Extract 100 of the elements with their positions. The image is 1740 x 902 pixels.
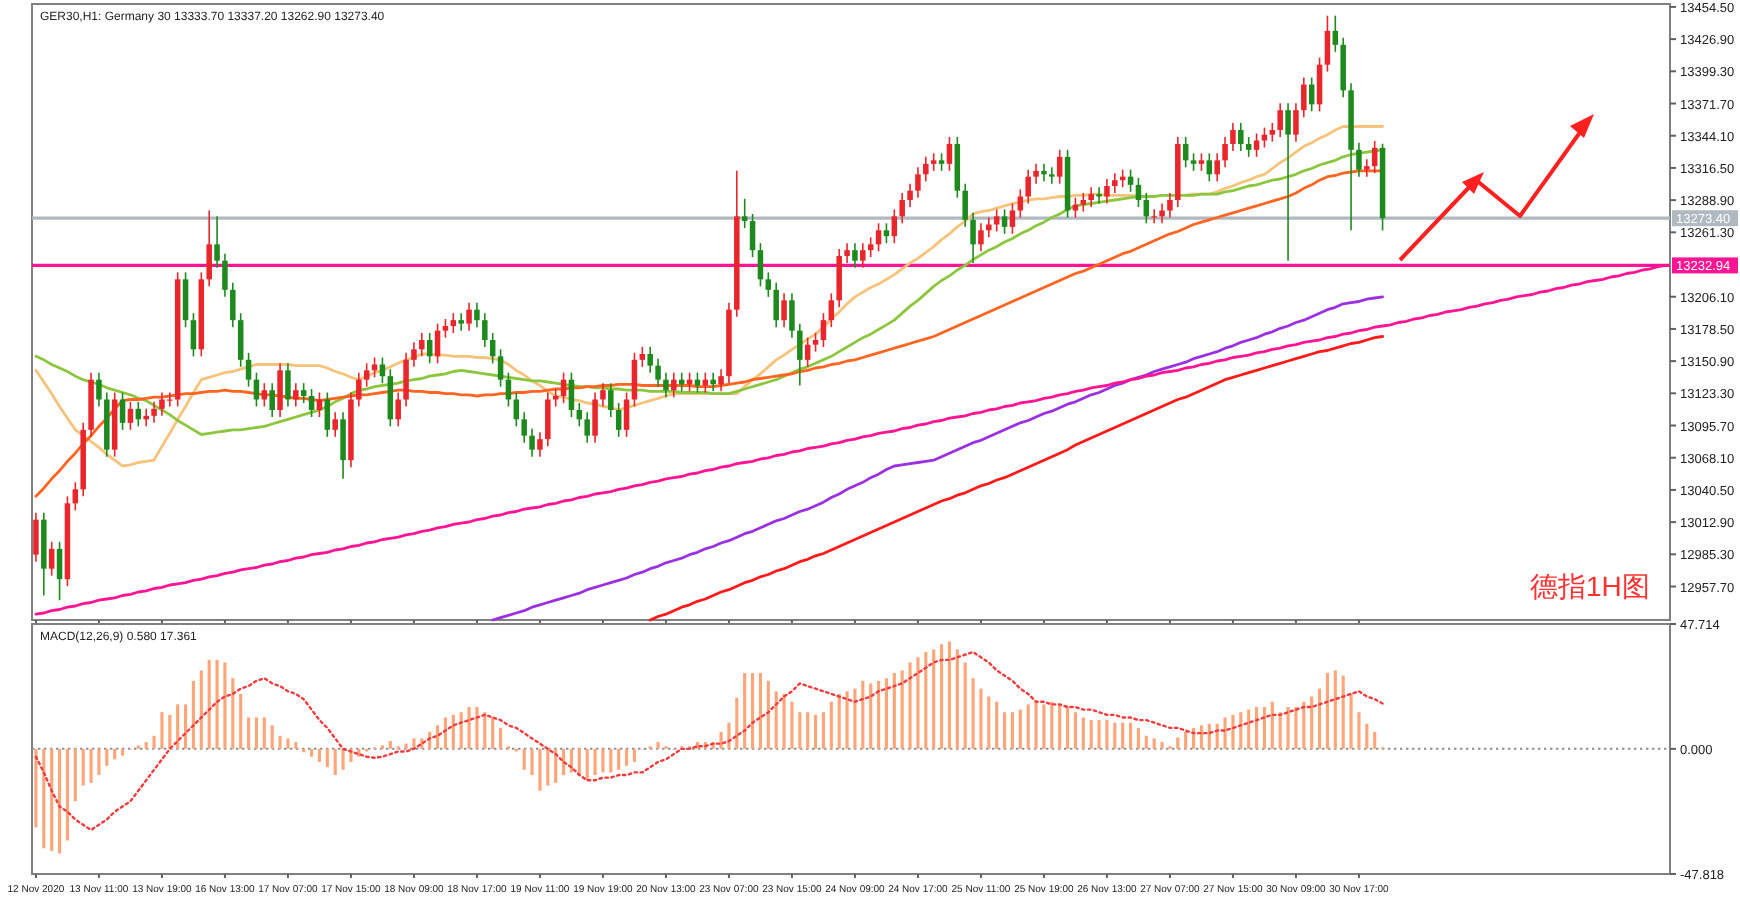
candlestick [694, 371, 701, 394]
candlestick [222, 252, 228, 298]
candlestick [505, 371, 512, 408]
candlestick [592, 391, 598, 444]
candlestick [363, 362, 370, 388]
candlestick [56, 541, 63, 601]
candlestick [300, 382, 307, 404]
candlestick [1088, 186, 1094, 208]
candlestick [230, 282, 236, 328]
candlestick [986, 216, 992, 239]
candlestick [907, 182, 913, 208]
candlestick [293, 382, 299, 408]
candlestick [1214, 152, 1220, 183]
candlestick [190, 312, 197, 358]
candlestick [757, 242, 764, 288]
candlestick [1277, 102, 1283, 138]
candlestick [812, 332, 819, 353]
candlestick [332, 411, 338, 438]
candlestick [639, 346, 646, 368]
candlestick [1285, 102, 1291, 262]
candlestick [1293, 102, 1299, 143]
candlestick [1080, 192, 1087, 213]
candlestick [127, 401, 134, 431]
candlestick [545, 391, 551, 447]
candlestick [584, 411, 590, 444]
candlestick [1364, 158, 1370, 178]
candlestick [340, 411, 346, 480]
candlestick [1324, 14, 1331, 73]
candlestick [537, 431, 543, 458]
candlestick [1001, 208, 1008, 235]
candlestick [978, 222, 984, 253]
candlestick [891, 208, 898, 244]
candlestick [1332, 14, 1339, 53]
candlestick [277, 362, 283, 418]
candlestick [1159, 202, 1165, 225]
candlestick [1238, 122, 1244, 152]
line-series [491, 295, 1384, 622]
candlestick [718, 368, 724, 393]
candlestick [749, 213, 756, 258]
candlestick [568, 371, 575, 418]
candlestick [797, 322, 803, 387]
candlestick [1033, 163, 1039, 185]
candlestick [458, 312, 464, 332]
candlestick [1222, 136, 1228, 169]
candlestick [387, 368, 394, 428]
candlestick [1167, 192, 1173, 219]
candlestick [1269, 122, 1276, 143]
candlestick [96, 371, 102, 408]
candlestick [356, 371, 362, 408]
candlestick [741, 198, 748, 229]
candlestick [608, 382, 614, 418]
candlestick [663, 371, 669, 398]
candlestick [789, 292, 795, 339]
candlestick [482, 312, 488, 348]
candlestick [1151, 208, 1157, 225]
candlestick [1049, 166, 1055, 185]
candlestick [615, 402, 622, 438]
candlestick [72, 481, 79, 512]
candlestick [1112, 172, 1118, 194]
candlestick [1056, 149, 1063, 185]
candlestick [820, 312, 827, 348]
candlestick [828, 292, 835, 328]
candlestick [308, 388, 315, 418]
line-series [648, 335, 1384, 622]
candlestick [521, 411, 527, 444]
candlestick [442, 318, 449, 339]
candlestick [474, 301, 480, 328]
candlestick [852, 242, 858, 269]
candlestick [261, 382, 268, 408]
candlestick [600, 382, 606, 408]
candlestick [647, 346, 653, 374]
candlestick [710, 371, 716, 393]
candlestick [206, 209, 212, 288]
candlestick [623, 391, 630, 438]
candlestick [253, 371, 260, 408]
candlestick [1017, 188, 1024, 219]
candlestick [269, 382, 275, 418]
candlestick [324, 391, 331, 438]
candlestick [395, 391, 401, 428]
candlestick [781, 292, 787, 328]
candlestick [631, 352, 638, 408]
candlestick [245, 352, 252, 388]
candlestick [411, 341, 417, 368]
candlestick [285, 362, 291, 408]
candlestick [1230, 122, 1236, 152]
candlestick [946, 136, 953, 172]
candlestick [860, 242, 866, 269]
candlestick [1261, 126, 1268, 149]
candlestick [529, 427, 535, 458]
line-series [34, 650, 1384, 832]
candlestick [1340, 37, 1346, 99]
candlestick [33, 511, 39, 563]
candlestick [844, 242, 850, 264]
candlestick [497, 348, 504, 388]
candlestick [875, 222, 882, 253]
candlestick [1072, 196, 1079, 219]
candlestick [1104, 178, 1110, 205]
annotation: 德指1H图 [1530, 570, 1650, 602]
candlestick [1025, 168, 1031, 205]
candlestick [867, 236, 874, 258]
